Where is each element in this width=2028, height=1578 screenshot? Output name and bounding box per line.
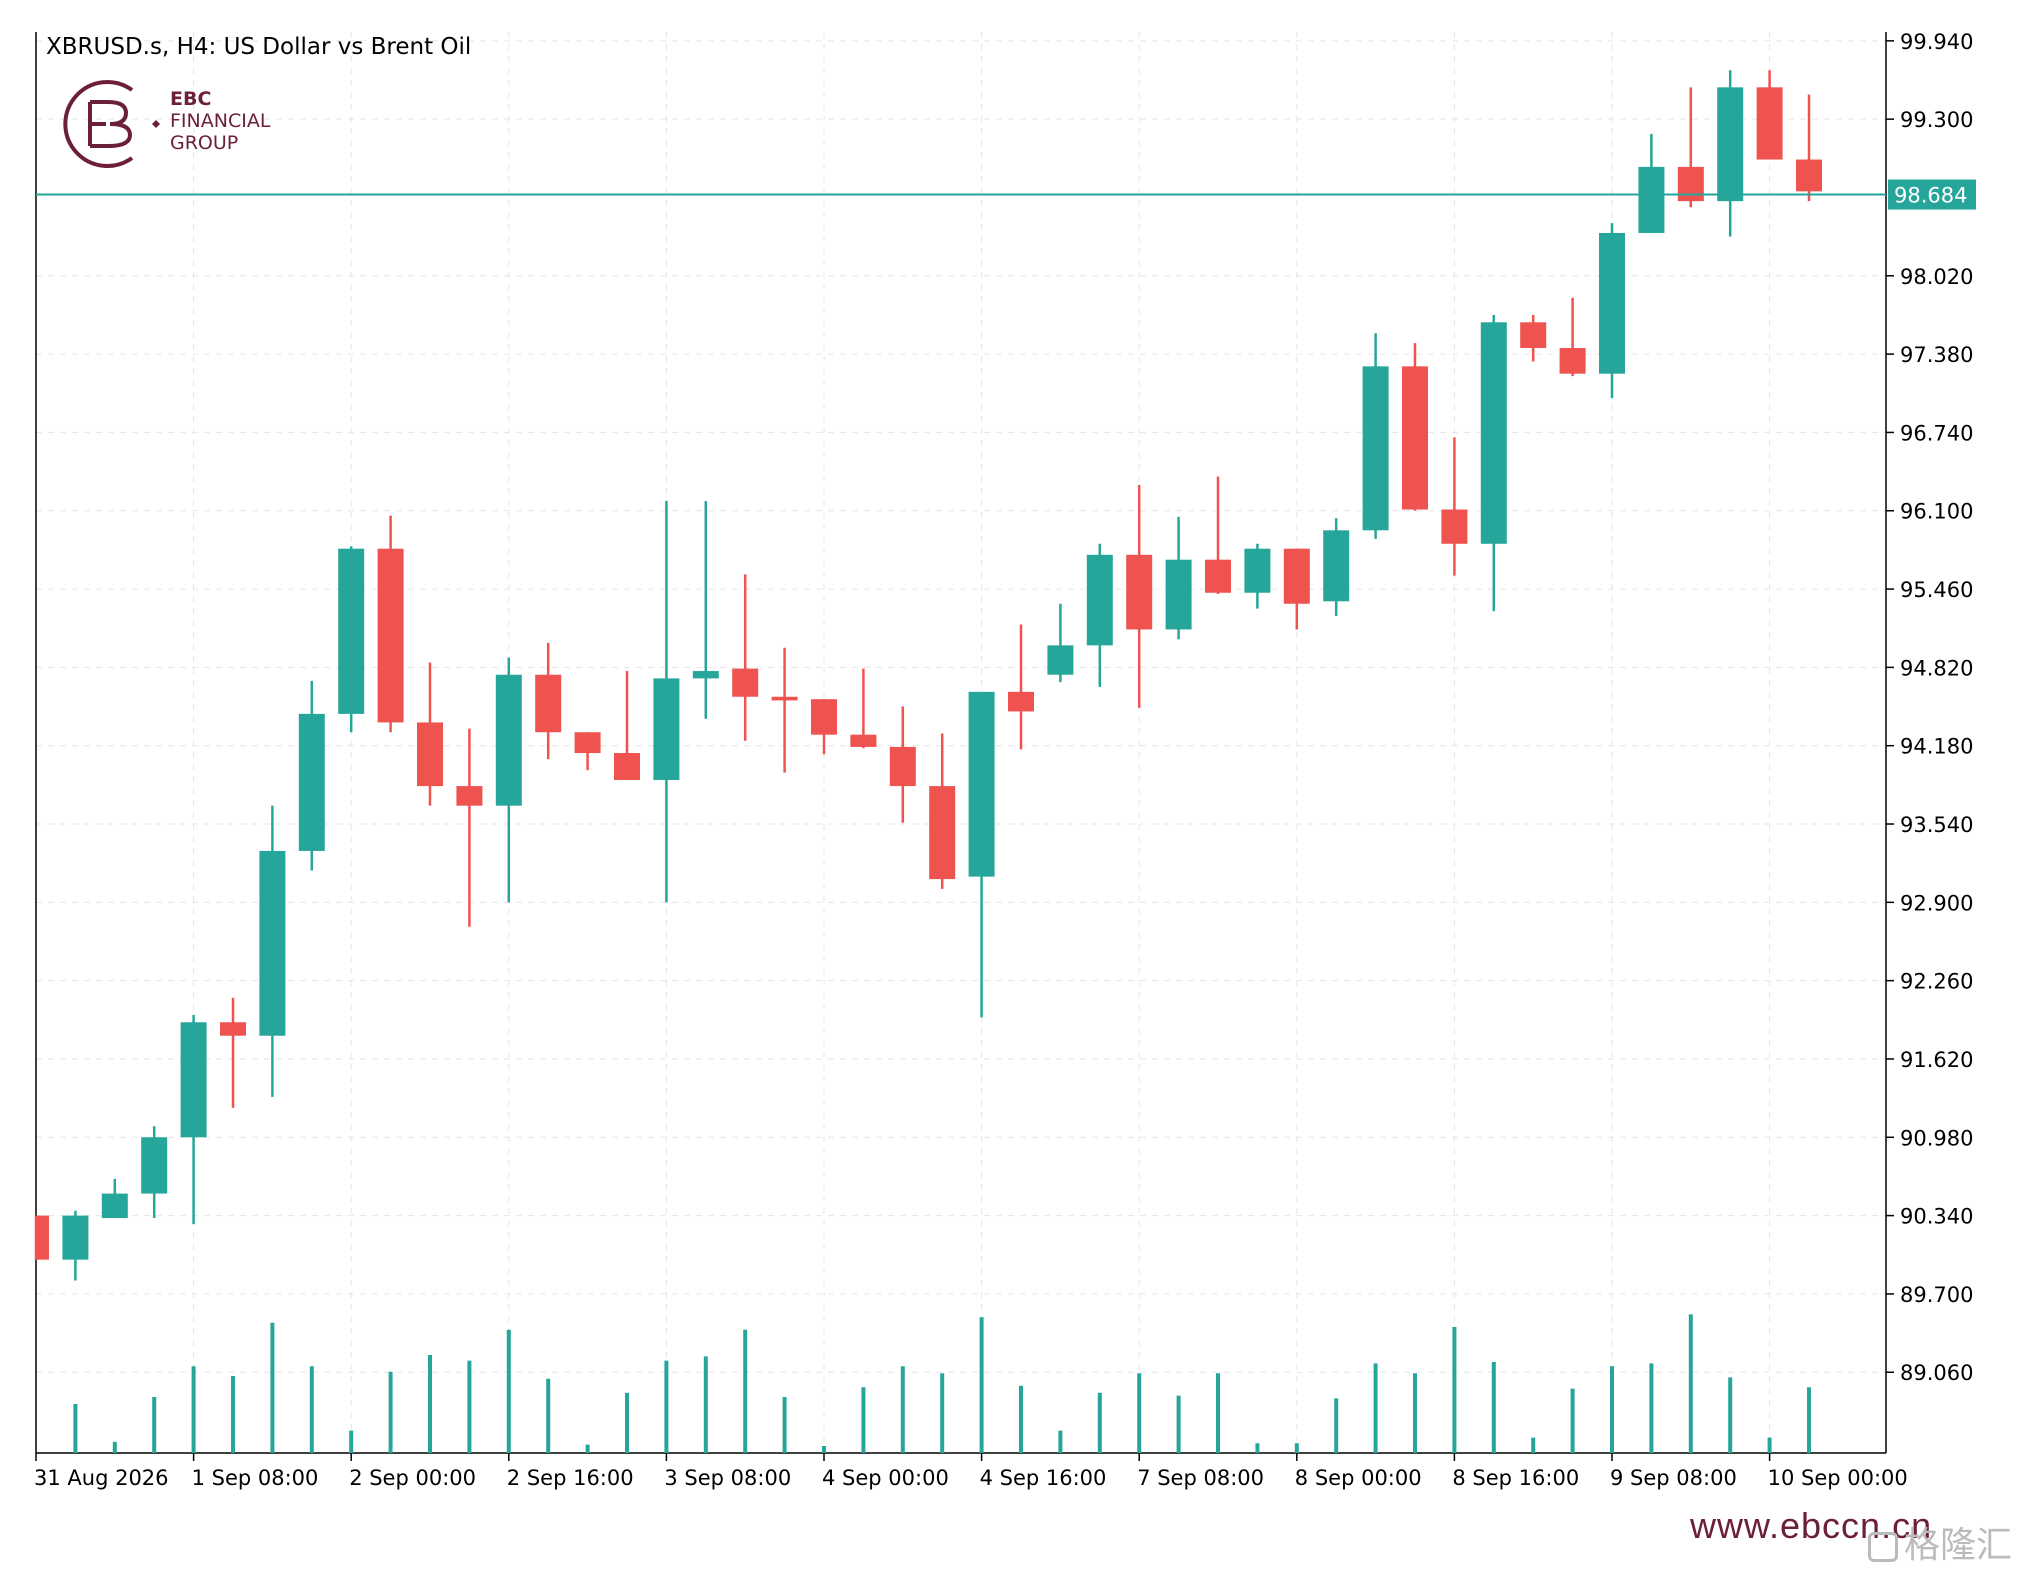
y-tick-label: 99.940 — [1900, 30, 1973, 54]
y-tick-label: 99.300 — [1900, 108, 1973, 132]
ebc-logo-icon — [63, 80, 160, 168]
candle-body-bull — [338, 548, 365, 714]
x-tick-label: 8 Sep 00:00 — [1295, 1466, 1422, 1490]
candle-body-bear — [377, 548, 404, 723]
x-tick-label: 1 Sep 08:00 — [192, 1466, 319, 1490]
y-tick-label: 90.340 — [1900, 1205, 1973, 1229]
watermark-icon — [1868, 1532, 1898, 1562]
candle-body-bull — [1323, 530, 1350, 602]
y-tick-label: 89.700 — [1900, 1283, 1973, 1307]
candle-body-bear — [220, 1022, 246, 1036]
candle-body-bear — [614, 753, 640, 780]
y-tick-label: 92.260 — [1900, 970, 1973, 994]
candle-body-bull — [259, 850, 286, 1036]
ebc-logo: EBC FINANCIAL GROUP — [60, 74, 300, 174]
current-price-badge — [1888, 179, 1976, 210]
candle-body-bull — [692, 671, 719, 679]
candle-body-bull — [62, 1215, 89, 1260]
logo-line-3: GROUP — [170, 132, 239, 154]
x-tick-label: 2 Sep 16:00 — [507, 1466, 634, 1490]
y-tick-label: 96.100 — [1900, 500, 1973, 524]
candle-body-bull — [1638, 166, 1665, 233]
candle-body-bear — [1126, 554, 1153, 630]
candle-body-bull — [1086, 554, 1113, 646]
candle-body-bear — [37, 1215, 49, 1260]
x-tick-label: 4 Sep 00:00 — [822, 1466, 949, 1490]
y-tick-label: 90.980 — [1900, 1126, 1973, 1150]
chart-title: XBRUSD.s, H4: US Dollar vs Brent Oil — [46, 34, 472, 60]
y-tick-label: 91.620 — [1900, 1048, 1973, 1072]
candle-body-bear — [889, 746, 916, 787]
candle-body-bear — [417, 722, 443, 787]
x-tick-label: 4 Sep 16:00 — [980, 1466, 1107, 1490]
candle-body-bear — [1520, 322, 1547, 348]
candle-body-bull — [1165, 559, 1192, 630]
y-tick-label: 92.900 — [1900, 891, 1973, 915]
candle-body-bear — [811, 699, 837, 735]
candle-body-bull — [1599, 232, 1625, 374]
logo-line-2: FINANCIAL — [170, 110, 271, 132]
candle-body-bear — [732, 668, 759, 697]
candle-body-bear — [1677, 166, 1704, 202]
candle-body-bear — [1441, 509, 1468, 544]
x-tick-label: 8 Sep 16:00 — [1452, 1466, 1579, 1490]
website-url[interactable]: www.ebccn.cn — [1690, 1505, 1933, 1546]
candle-body-bull — [141, 1137, 168, 1194]
candle-body-bear — [1559, 347, 1586, 374]
y-tick-label: 94.820 — [1900, 656, 1973, 680]
candle-body-bull — [495, 674, 522, 806]
x-tick-label: 7 Sep 08:00 — [1137, 1466, 1264, 1490]
y-tick-label: 89.060 — [1900, 1361, 1973, 1385]
candle-body-bull — [298, 713, 325, 851]
y-tick-label: 96.740 — [1900, 421, 1973, 445]
watermark-text: 格隆汇 — [1904, 1525, 2013, 1566]
candle-body-bull — [1244, 548, 1271, 593]
candle-body-bear — [1796, 159, 1822, 192]
candle-body-bear — [535, 674, 562, 733]
candle-body-bull — [180, 1022, 207, 1138]
y-tick-label: 93.540 — [1900, 813, 1973, 837]
candle-body-bull — [968, 691, 995, 877]
y-tick-label: 95.460 — [1900, 578, 1973, 602]
candle-body-bear — [456, 786, 483, 806]
candle-body-bear — [1402, 366, 1428, 510]
x-tick-label: 31 Aug 2026 — [34, 1466, 169, 1490]
x-tick-label: 3 Sep 08:00 — [664, 1466, 791, 1490]
candle-body-bull — [101, 1193, 128, 1219]
candle-body-bear — [1205, 559, 1231, 593]
current-price-label: 98.684 — [1894, 184, 1967, 208]
candle-body-bull — [653, 678, 680, 780]
candle-body-bull — [1480, 322, 1507, 544]
candle-body-bear — [1756, 87, 1783, 160]
y-tick-label: 98.020 — [1900, 265, 1973, 289]
candle-body-bear — [574, 732, 601, 754]
x-tick-label: 2 Sep 00:00 — [349, 1466, 476, 1490]
ebc-logo-text: EBC FINANCIAL GROUP — [170, 88, 270, 154]
x-tick-label: 10 Sep 00:00 — [1768, 1466, 1908, 1490]
candle-body-bear — [850, 734, 877, 747]
candle-body-bear — [1008, 691, 1034, 712]
y-tick-label: 97.380 — [1900, 343, 1973, 367]
watermark: 格隆汇 — [1868, 1516, 2012, 1568]
candle-body-bear — [929, 786, 956, 880]
candle-body-bear — [1283, 548, 1310, 604]
candle-body-bull — [1717, 87, 1744, 202]
logo-line-1: EBC — [170, 88, 212, 110]
y-tick-label: 94.180 — [1900, 735, 1973, 759]
x-tick-label: 9 Sep 08:00 — [1610, 1466, 1737, 1490]
candle-body-bear — [771, 696, 798, 701]
candle-body-bull — [1047, 645, 1074, 675]
candle-body-bull — [1362, 366, 1389, 531]
